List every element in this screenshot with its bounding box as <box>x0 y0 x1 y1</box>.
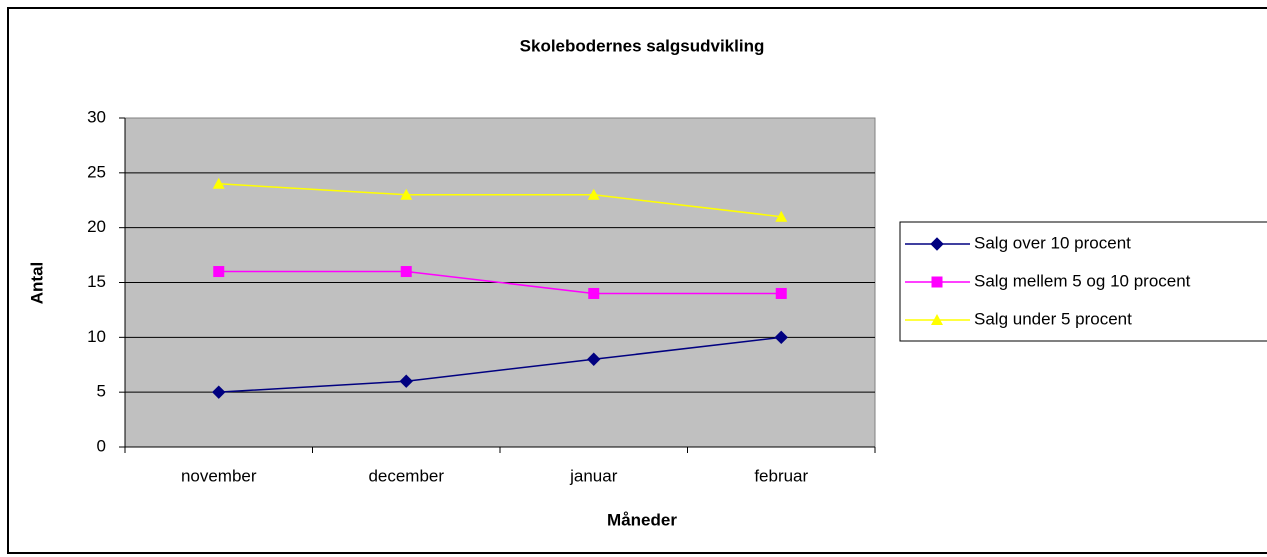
marker <box>399 374 413 388</box>
marker <box>775 210 788 222</box>
marker <box>212 385 226 399</box>
marker <box>400 266 412 278</box>
y-tick-label: 30 <box>87 107 106 126</box>
y-axis-label: Antal <box>27 262 46 305</box>
marker <box>212 177 225 189</box>
x-axis-label: Måneder <box>607 510 677 529</box>
series-line <box>218 183 782 218</box>
y-tick-label: 15 <box>87 272 106 291</box>
y-tick-label: 5 <box>97 382 106 401</box>
marker <box>588 287 600 299</box>
legend-label: Salg mellem 5 og 10 procent <box>974 271 1191 290</box>
marker <box>931 276 943 288</box>
marker <box>774 330 788 345</box>
marker <box>931 314 943 325</box>
y-tick-label: 0 <box>97 436 106 455</box>
y-tick-label: 20 <box>87 217 106 236</box>
marker <box>930 237 944 251</box>
x-tick-label: december <box>368 466 444 485</box>
marker <box>213 266 225 278</box>
chart-title: Skolebodernes salgsudvikling <box>520 36 765 55</box>
marker <box>587 352 601 366</box>
marker <box>400 188 413 200</box>
x-tick-label: januar <box>569 466 618 485</box>
y-tick-label: 10 <box>87 327 106 346</box>
legend-label: Salg over 10 procent <box>974 233 1131 252</box>
marker <box>587 188 600 200</box>
series-line <box>218 336 782 393</box>
x-tick-label: februar <box>754 466 808 485</box>
y-tick-label: 25 <box>87 162 106 181</box>
series-line <box>218 270 782 295</box>
legend-label: Salg under 5 procent <box>974 309 1132 328</box>
marker <box>775 287 787 299</box>
x-tick-label: november <box>181 466 257 485</box>
